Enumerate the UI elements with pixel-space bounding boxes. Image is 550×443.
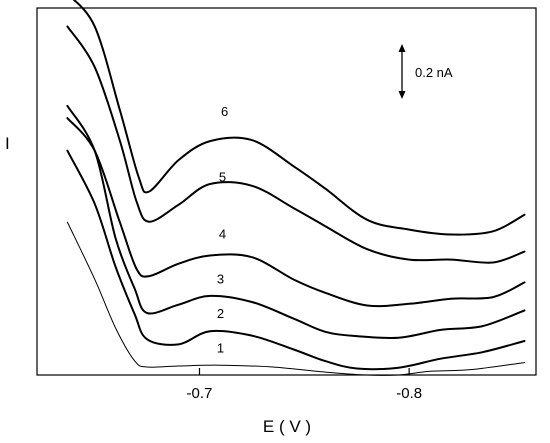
scale-bar: 0.2 nA: [398, 44, 453, 99]
curve-2: [66, 149, 526, 371]
x-axis-ticks: -0.7 -0.8: [187, 368, 422, 402]
scale-bar-label: 0.2 nA: [415, 65, 453, 80]
curve-label-2: 2: [217, 306, 224, 321]
curve-label-5: 5: [219, 169, 226, 184]
x-tick-label: -0.8: [396, 385, 422, 402]
plot-frame: [36, 7, 537, 376]
curve-3: [66, 104, 526, 339]
curve-label-4: 4: [219, 226, 226, 241]
curve-1: [66, 221, 525, 376]
curve-4: [66, 117, 526, 308]
curves: [66, 0, 526, 376]
scale-bar-arrow-down: [398, 91, 406, 99]
curve-label-1: 1: [217, 341, 224, 356]
curve-6: [72, 0, 526, 236]
curve-label-3: 3: [217, 271, 224, 286]
x-axis-label: E ( V ): [263, 417, 311, 436]
x-tick-label: -0.7: [187, 385, 213, 402]
scale-bar-arrow-up: [398, 44, 406, 52]
curve-5: [66, 25, 526, 264]
curve-labels: 1 2 3 4 5 6: [217, 104, 228, 356]
curve-label-6: 6: [221, 104, 228, 119]
y-axis-label: I: [5, 134, 10, 153]
